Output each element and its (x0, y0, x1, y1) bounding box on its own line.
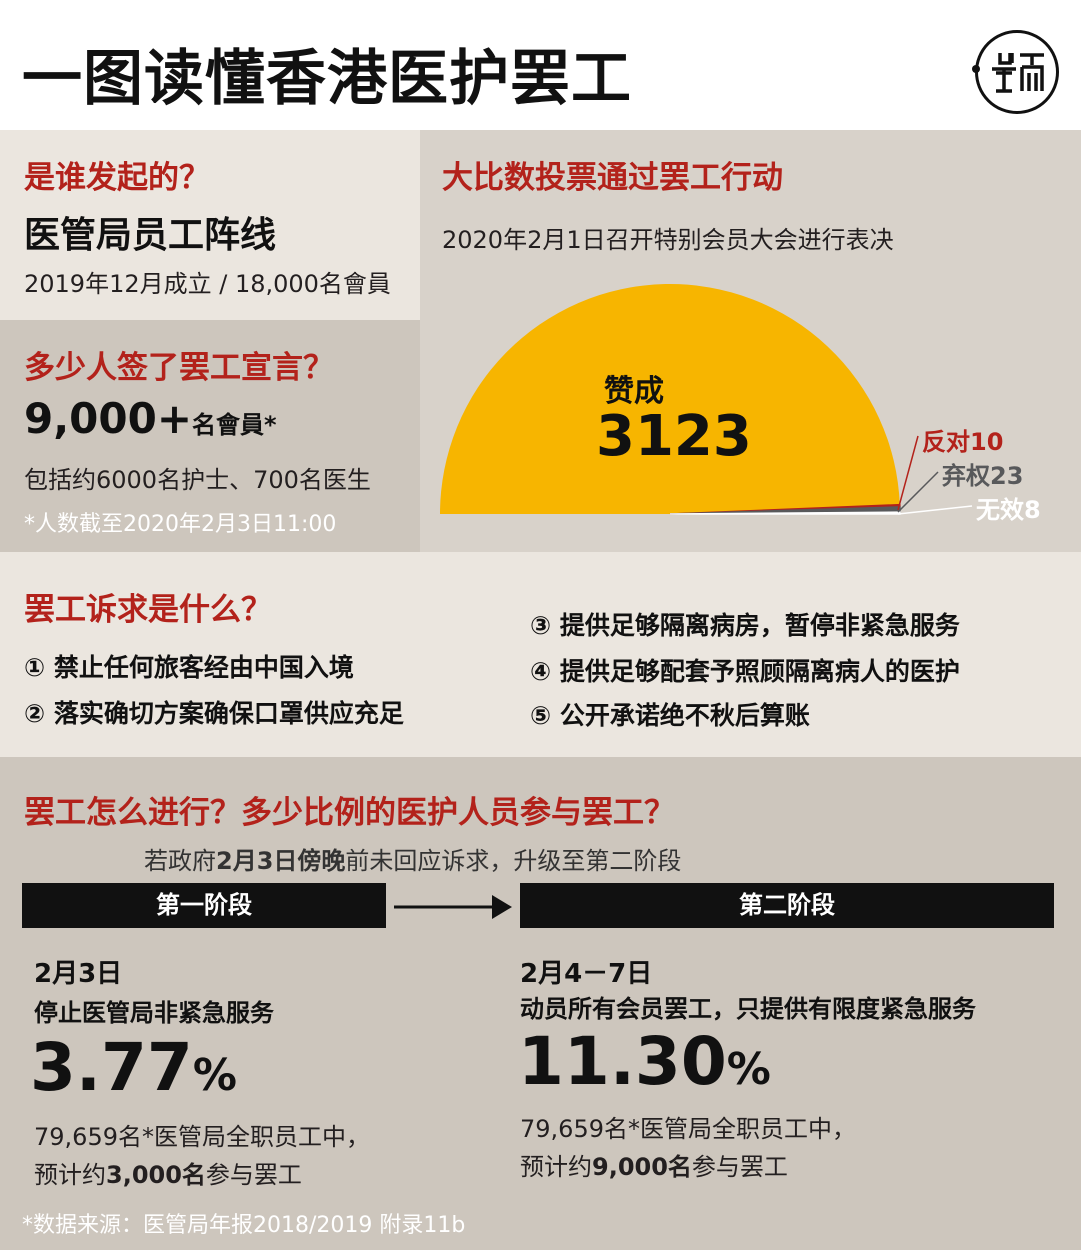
stage2-action: 动员所有会员罢工，只提供有限度紧急服务 (520, 995, 976, 1023)
stage2-percent-sign: % (726, 1044, 771, 1095)
leader-line-abstain (897, 471, 939, 513)
condition-post: 前未回应诉求，升级至第二阶段 (345, 847, 682, 875)
stage2-line2: 预计约9,000名参与罢工 (520, 1147, 788, 1182)
stage1-percent: 3.77 (30, 1029, 193, 1106)
stage2-line2-bold: 9,000名 (592, 1153, 692, 1181)
leader-line-invalid (897, 505, 973, 515)
demand-item: ② 落实确切方案确保口罩供应充足 (24, 699, 404, 728)
strike-condition: 若政府2月3日傍晚前未回应诉求，升级至第二阶段 (144, 841, 681, 876)
stage1-bar: 第一阶段 (22, 883, 386, 928)
stage1-line2-post: 参与罢工 (205, 1161, 302, 1189)
demands-panel: 罢工诉求是什么？ ① 禁止任何旅客经由中国入境 ② 落实确切方案确保口罩供应充足… (0, 552, 1081, 757)
stage2-percent: 11.30 (518, 1023, 727, 1100)
favor-value: 3123 (596, 404, 752, 469)
org-detail: 2019年12月成立 / 18,000名會員 (24, 270, 391, 298)
arrow-right-icon (394, 895, 512, 919)
abstain-label: 弃权23 (942, 462, 1024, 490)
demands-heading: 罢工诉求是什么？ (24, 592, 272, 628)
signed-note: *人数截至2020年2月3日11:00 (24, 512, 337, 537)
pie-slice-favor (440, 283, 900, 514)
logo-icon (972, 30, 1059, 114)
stage1-date: 2月3日 (34, 959, 123, 989)
stage2-line2-post: 参与罢工 (691, 1153, 788, 1181)
org-name: 医管局员工阵线 (24, 215, 277, 256)
header: 一图读懂香港医护罢工 (0, 0, 1081, 130)
signed-heading: 多少人签了罢工宣言？ (24, 350, 334, 386)
stage1-line2-bold: 3,000名 (106, 1161, 206, 1189)
signed-panel: 多少人签了罢工宣言？ 9,000+名會員* 包括约6000名护士、700名医生 … (0, 320, 420, 552)
stage1-line2-pre: 预计约 (34, 1161, 106, 1189)
favor-label: 赞成 (604, 374, 664, 409)
data-source-note: *数据来源：医管局年报2018/2019 附录11b (22, 1213, 466, 1238)
demand-item: ① 禁止任何旅客经由中国入境 (24, 653, 354, 682)
strike-panel: 罢工怎么进行？多少比例的医护人员参与罢工？ 若政府2月3日傍晚前未回应诉求，升级… (0, 757, 1081, 1250)
logo-glyph (992, 53, 1044, 93)
stage1-percent-line: 3.77% (30, 1029, 237, 1106)
demand-item: ④ 提供足够配套予照顾隔离病人的医护 (530, 657, 960, 686)
against-label: 反对10 (922, 428, 1004, 456)
who-panel: 是谁发起的？ 医管局员工阵线 2019年12月成立 / 18,000名會員 (0, 130, 420, 320)
stage1-line2: 预计约3,000名参与罢工 (34, 1155, 302, 1190)
condition-bold: 2月3日傍晚 (216, 847, 346, 875)
vote-heading: 大比数投票通过罢工行动 (442, 160, 783, 196)
condition-pre: 若政府 (144, 847, 216, 875)
stage2-bar: 第二阶段 (520, 883, 1054, 928)
vote-half-pie-chart (440, 283, 973, 515)
signed-detail: 包括约6000名护士、700名医生 (24, 466, 371, 494)
stage1-line1: 79,659名*医管局全职员工中， (34, 1123, 370, 1151)
stage2-date: 2月4－7日 (520, 959, 653, 989)
invalid-label: 无效8 (976, 496, 1041, 524)
demand-item: ③ 提供足够隔离病房，暂停非紧急服务 (530, 611, 960, 640)
signed-count: 9,000+ (24, 394, 193, 443)
leader-line-against (897, 435, 919, 511)
signed-count-unit: 名會員* (192, 411, 277, 439)
signed-count-line: 9,000+名會員* (24, 394, 277, 443)
demand-item: ⑤ 公开承诺绝不秋后算账 (530, 701, 810, 730)
vote-panel: 大比数投票通过罢工行动 2020年2月1日召开特别会员大会进行表决 赞成 312… (420, 130, 1081, 552)
logo-dot (972, 65, 980, 73)
strike-heading: 罢工怎么进行？多少比例的医护人员参与罢工？ (24, 795, 675, 831)
stage2-line1: 79,659名*医管局全职员工中， (520, 1115, 856, 1143)
who-heading: 是谁发起的？ (24, 160, 210, 196)
stage2-percent-line: 11.30% (518, 1023, 771, 1100)
page-title: 一图读懂香港医护罢工 (22, 44, 632, 114)
stage1-action: 停止医管局非紧急服务 (34, 999, 274, 1027)
vote-subheading: 2020年2月1日召开特别会员大会进行表决 (442, 226, 894, 254)
stage1-percent-sign: % (192, 1050, 237, 1101)
stage2-line2-pre: 预计约 (520, 1153, 592, 1181)
